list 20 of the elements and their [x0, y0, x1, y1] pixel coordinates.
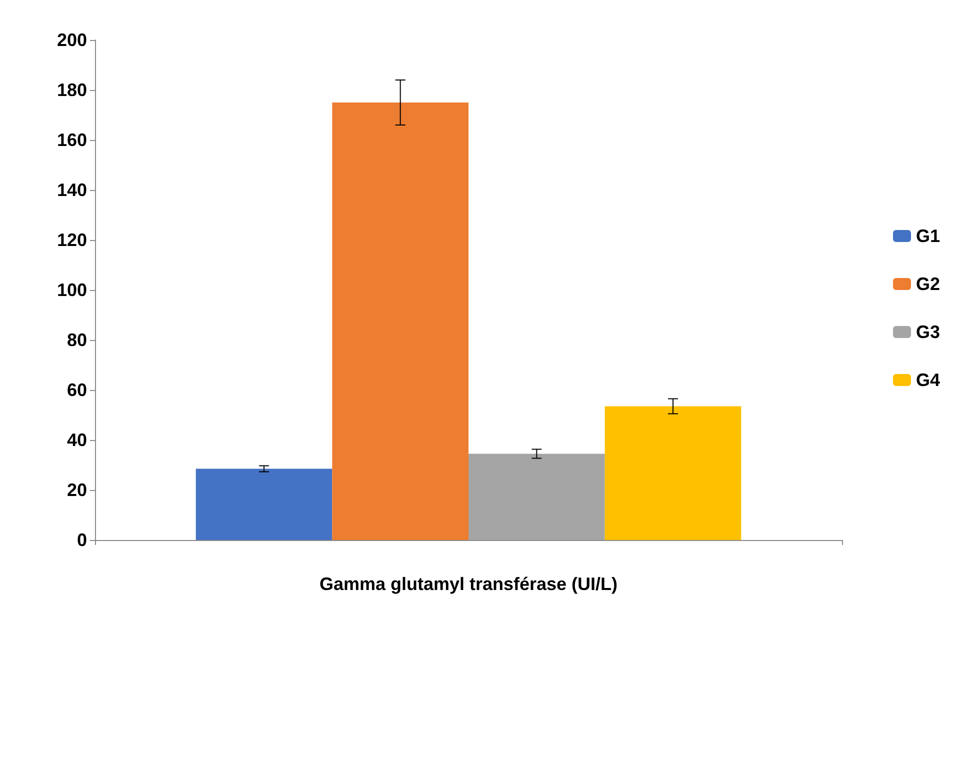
legend-label: G1	[916, 226, 940, 246]
legend-label: G2	[916, 274, 940, 294]
y-tick-label: 200	[56, 30, 87, 50]
y-tick-label: 0	[76, 530, 87, 550]
y-tick-label: 20	[66, 480, 87, 500]
y-tick-label: 40	[66, 430, 87, 450]
bar	[468, 454, 605, 540]
legend-label: G4	[916, 370, 940, 390]
y-tick-label: 180	[56, 80, 87, 100]
bar	[332, 102, 468, 540]
y-tick-label: 160	[56, 130, 87, 150]
y-tick-label: 100	[56, 280, 87, 300]
bar	[604, 406, 742, 540]
x-axis-title: Gamma glutamyl transférase (UI/L)	[319, 574, 618, 594]
bar	[196, 468, 332, 540]
y-tick-label: 80	[66, 330, 87, 350]
y-tick-label: 60	[66, 380, 87, 400]
y-tick-label: 140	[56, 180, 87, 200]
legend-label: G3	[916, 322, 940, 342]
y-tick-label: 120	[56, 230, 87, 250]
